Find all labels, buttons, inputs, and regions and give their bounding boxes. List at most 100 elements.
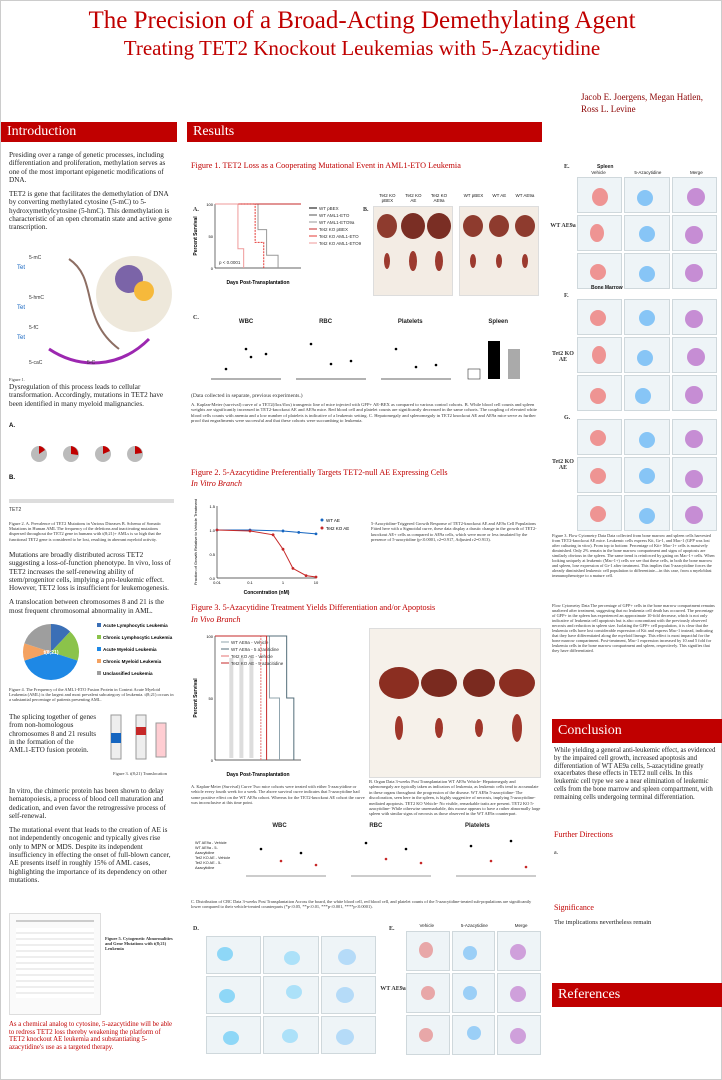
fig3-rbc-dot-2	[384, 857, 388, 861]
fig3-e-header-aza: 5-Azacytidine	[460, 923, 488, 928]
5fc-label: 5-fC	[29, 325, 39, 331]
series-line-3	[215, 203, 279, 268]
nucleosome-2	[134, 281, 154, 301]
fig1-km-chart: WT pBEX WT AML1-ETO WT AML1-ETO9a Tet2 KO p…	[193, 202, 361, 286]
figure3-translocation-diagram	[110, 714, 167, 760]
fig3-spleen-3	[475, 719, 483, 737]
flow-cell-e8	[451, 1015, 496, 1055]
further-directions-title: Further Directions	[554, 830, 613, 839]
right-f-cell-4	[577, 337, 623, 373]
intro-paragraph-8: The mutational event that leads to the c…	[9, 826, 171, 884]
dose-x-tick-1: 0.1	[247, 580, 253, 585]
author-line-1: Jacob E. Joergens, Megan Hatlen,	[580, 92, 703, 102]
fig1-c-spleen: Spleen	[488, 319, 509, 325]
right-e-cell-7	[577, 253, 623, 289]
authors: Jacob E. Joergens, Megan Hatlen, Ross L.…	[581, 91, 703, 115]
right-g-flow-grid	[577, 419, 717, 531]
fig3-spleen-1	[395, 716, 403, 740]
dose-legend-label-2: Tet2 KO AE	[326, 526, 349, 531]
introduction-header: Introduction	[1, 122, 177, 142]
liver-6	[515, 215, 535, 237]
liver-5	[489, 215, 509, 237]
spleen-4	[470, 254, 476, 268]
tet2-gene-label: TET2	[9, 507, 21, 513]
right-f-cell-8	[624, 375, 670, 411]
y-tick-2: 100	[206, 202, 213, 207]
wbc-dot-3	[249, 355, 253, 359]
fig3-rbc-dot-1	[364, 841, 368, 845]
author-line-2: Ross L. Levine	[580, 104, 636, 114]
figure5-table	[9, 913, 101, 1015]
fig1-caption: A. Kaplan-Meier (survival) curve of a TE…	[191, 402, 537, 424]
poster-title: The Precision of a Broad-Acting Demethyl…	[88, 7, 636, 34]
fig3-wbc-dot-1	[259, 847, 263, 851]
fig1-cbc-plots	[211, 341, 520, 380]
spleen-bar-1	[467, 368, 481, 380]
fig1-b-col-3: Tet2 KO AE9a	[430, 193, 448, 203]
tet-label-2: Tet	[17, 305, 25, 311]
figure3-caption: Figure 3. t(8;21) Translocation	[113, 771, 167, 776]
dose-x-label: Concentration (nM)	[244, 590, 290, 596]
right-flow-caption: Figure 3. Flow Cytometry Data Data colle…	[552, 533, 715, 578]
fig3-rbc-dot-3	[404, 847, 408, 851]
figure2-tet2-prevalence: A. B. TET2	[9, 423, 174, 513]
y-tick-1: 50	[209, 696, 214, 701]
y-axis-label: Percent Survival	[193, 216, 199, 256]
spleen-6	[522, 254, 528, 268]
fig3-c-legend-4: Tet2 KO AE - 5-Azacytidine	[195, 861, 222, 870]
right-flow-caption-2: Flow Cytometry Data The percentage of GF…	[552, 603, 715, 653]
fig3-rbc-dot-4	[419, 861, 423, 865]
pie-slice-2	[51, 631, 80, 661]
fig1-b-col-4: WT pBEX	[463, 193, 484, 198]
flow-cell-d3	[320, 936, 376, 974]
fig3-km-chart: WT AE9a - Vehicle WT AE9a - 5 azacitidine…	[193, 634, 301, 778]
intro-paragraph-5: A translocation between chromosomes 8 an…	[9, 598, 164, 615]
dose-point-1-5	[314, 532, 318, 536]
dose-point-2-7	[314, 575, 318, 579]
dose-y-tick-0: 0.0	[209, 576, 215, 581]
right-g-side-label: Tet2 KO AE	[552, 459, 574, 471]
right-panel-e: E.	[564, 164, 570, 170]
spleen-bars	[467, 341, 520, 380]
fig2-dose-chart: WT AE Tet2 KO AE 0.01 0.1 1 10 0.0 0.5 1.0 1.5 Con…	[193, 498, 349, 596]
results-header: Results	[187, 122, 542, 142]
pie-slice-3	[24, 652, 78, 680]
legend-label-6: Tet2 KO AML1-ETO9a	[319, 241, 361, 246]
right-g-cell-6	[671, 457, 717, 493]
series-line-4	[215, 635, 268, 760]
flow-cell-e2	[451, 931, 496, 971]
results-fig2-sub: In Vitro Branch	[191, 479, 242, 488]
right-e-headers: Vehicle 5-Azacytidine Merge	[577, 170, 717, 175]
flow-cell-d6	[320, 976, 376, 1014]
right-g-cell-3	[671, 419, 717, 455]
fig1-panel-c: C.	[193, 315, 199, 321]
legend-label-1: WT AE9a - Vehicle	[231, 640, 269, 645]
fig3-plt-dot-3	[509, 839, 513, 843]
right-g-cell-8	[624, 495, 670, 531]
figure5-caption: Figure 5. Cytogenetic Abnormalities and …	[105, 936, 173, 952]
legend-label-2: WT AML1-ETO	[319, 213, 350, 218]
fig1-b-headers-left: Tet2 KO pBEX Tet2 KO AE Tet2 KO AE9a	[373, 193, 453, 203]
rbc-dot-3	[349, 359, 353, 363]
donut-3-slice	[103, 446, 110, 454]
fig3-b-caption: B. Organ Data 3-weeks Post Transplantati…	[369, 779, 541, 817]
cycle-arrow	[48, 337, 151, 365]
right-e-cell-4	[577, 215, 623, 251]
intro-p7-wrap: In vitro, the chimeric protein has been …	[9, 787, 174, 890]
fig2-panel-b: B.	[9, 475, 15, 481]
conclusion-header: Conclusion	[552, 719, 722, 743]
right-e-cell-6	[671, 215, 717, 251]
pie-legend-label-1: Acute Lymphocytic Leukemia	[103, 623, 168, 628]
5c-label: 5-C	[87, 360, 95, 366]
fig1-organ-shapes	[377, 213, 535, 271]
right-e-cell-2	[624, 177, 670, 213]
wbc-dot-2	[244, 347, 248, 351]
spleen-1	[384, 253, 390, 269]
pie-legend-swatch-5	[97, 671, 101, 675]
right-f-cell-7	[577, 375, 623, 411]
intro-paragraph-4: Mutations are broadly distributed across…	[9, 551, 171, 593]
intro-paragraph-6: The splicing together of genes from non-…	[9, 713, 97, 755]
flow-cell-d5	[263, 976, 319, 1014]
series-line-5	[215, 203, 265, 268]
